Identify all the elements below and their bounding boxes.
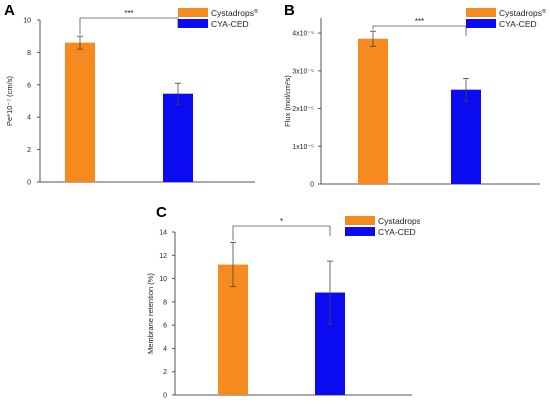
panel-label-c: C — [156, 204, 167, 221]
y-tick-label: 14 — [159, 230, 167, 237]
y-tick-label: 6 — [27, 82, 31, 89]
significance-marker: *** — [415, 17, 424, 26]
y-tick-label: 4x10⁻⁵ — [292, 31, 314, 38]
legend-label-cya-ced: CYA-CED — [499, 19, 537, 29]
y-axis-label: Pe*10⁻⁷ (cm/s) — [5, 75, 14, 126]
bar-cystadrops — [358, 38, 388, 184]
legend-label-cystadrops: Cystadrops® — [211, 8, 258, 18]
y-axis-label: Flux (mol/cm²s) — [283, 75, 292, 127]
panel-label-a: A — [4, 2, 15, 19]
bar-cystadrops — [65, 42, 95, 183]
legend-swatch-cystadrops — [466, 8, 496, 17]
y-tick-label: 2x10⁻⁵ — [292, 106, 314, 113]
legend-registered-mark: ® — [542, 8, 546, 15]
y-tick-label: 6 — [163, 323, 167, 330]
panel-c: C 0 2 4 6 8 10 12 14 Membrane retention (%) * Cyst… — [140, 200, 425, 402]
y-tick-label: 0 — [27, 180, 31, 187]
y-tick-label: 12 — [159, 253, 167, 260]
panel-b: B 0 1x10⁻⁵ 2x10⁻⁵ 3x10⁻⁵ 4x10⁻⁵ Flux (mol/cm²… — [278, 0, 550, 200]
bar-cya-ced — [451, 89, 481, 184]
y-tick-label: 0 — [163, 393, 167, 400]
y-tick-label: 4 — [27, 115, 31, 122]
chart-c: 0 2 4 6 8 10 12 14 Membrane retention (%) * Cystad… — [146, 216, 425, 400]
significance-bracket — [372, 25, 467, 36]
y-tick-label: 8 — [163, 299, 167, 306]
y-tick-label: 4 — [163, 346, 167, 353]
significance-marker: * — [280, 217, 283, 226]
legend-label-cya-ced: CYA-CED — [211, 19, 249, 29]
y-tick-label: 2 — [163, 369, 167, 376]
y-tick-label: 8 — [27, 50, 31, 57]
legend-label-cystadrops: Cystadrops® — [499, 8, 546, 18]
legend-swatch-cystadrops — [178, 8, 208, 17]
legend-label-cya-ced: CYA-CED — [378, 227, 416, 237]
legend-swatch-cya-ced — [466, 19, 496, 28]
panel-label-b: B — [284, 2, 295, 19]
chart-b: 0 1x10⁻⁵ 2x10⁻⁵ 3x10⁻⁵ 4x10⁻⁵ Flux (mol/cm²s)… — [283, 8, 546, 189]
y-tick-label: 10 — [159, 276, 167, 283]
y-axis-label: Membrane retention (%) — [146, 273, 155, 354]
legend-swatch-cystadrops — [345, 216, 375, 225]
y-tick-label: 3x10⁻⁵ — [292, 68, 314, 75]
significance-bracket — [232, 225, 331, 241]
legend-swatch-cya-ced — [178, 19, 208, 28]
chart-a: 0 2 4 6 8 10 Pe*10⁻⁷ (cm/s) *** Cystadrops®CYA-C… — [5, 8, 258, 187]
y-tick-label: 0 — [310, 182, 314, 189]
bar-cya-ced — [163, 93, 193, 182]
panel-a: A 0 2 4 6 8 10 Pe*10⁻⁷ (cm/s) *** Cystadrops® CYA… — [0, 0, 272, 200]
legend-registered-mark: ® — [254, 8, 258, 15]
legend-label-cystadrops: Cystadrops® — [378, 216, 420, 226]
legend-swatch-cya-ced — [345, 227, 375, 236]
y-tick-label: 1x10⁻⁵ — [292, 144, 314, 151]
significance-marker: *** — [124, 9, 133, 18]
y-tick-label: 10 — [23, 18, 31, 25]
y-tick-label: 2 — [27, 147, 31, 154]
significance-bracket — [79, 17, 179, 35]
